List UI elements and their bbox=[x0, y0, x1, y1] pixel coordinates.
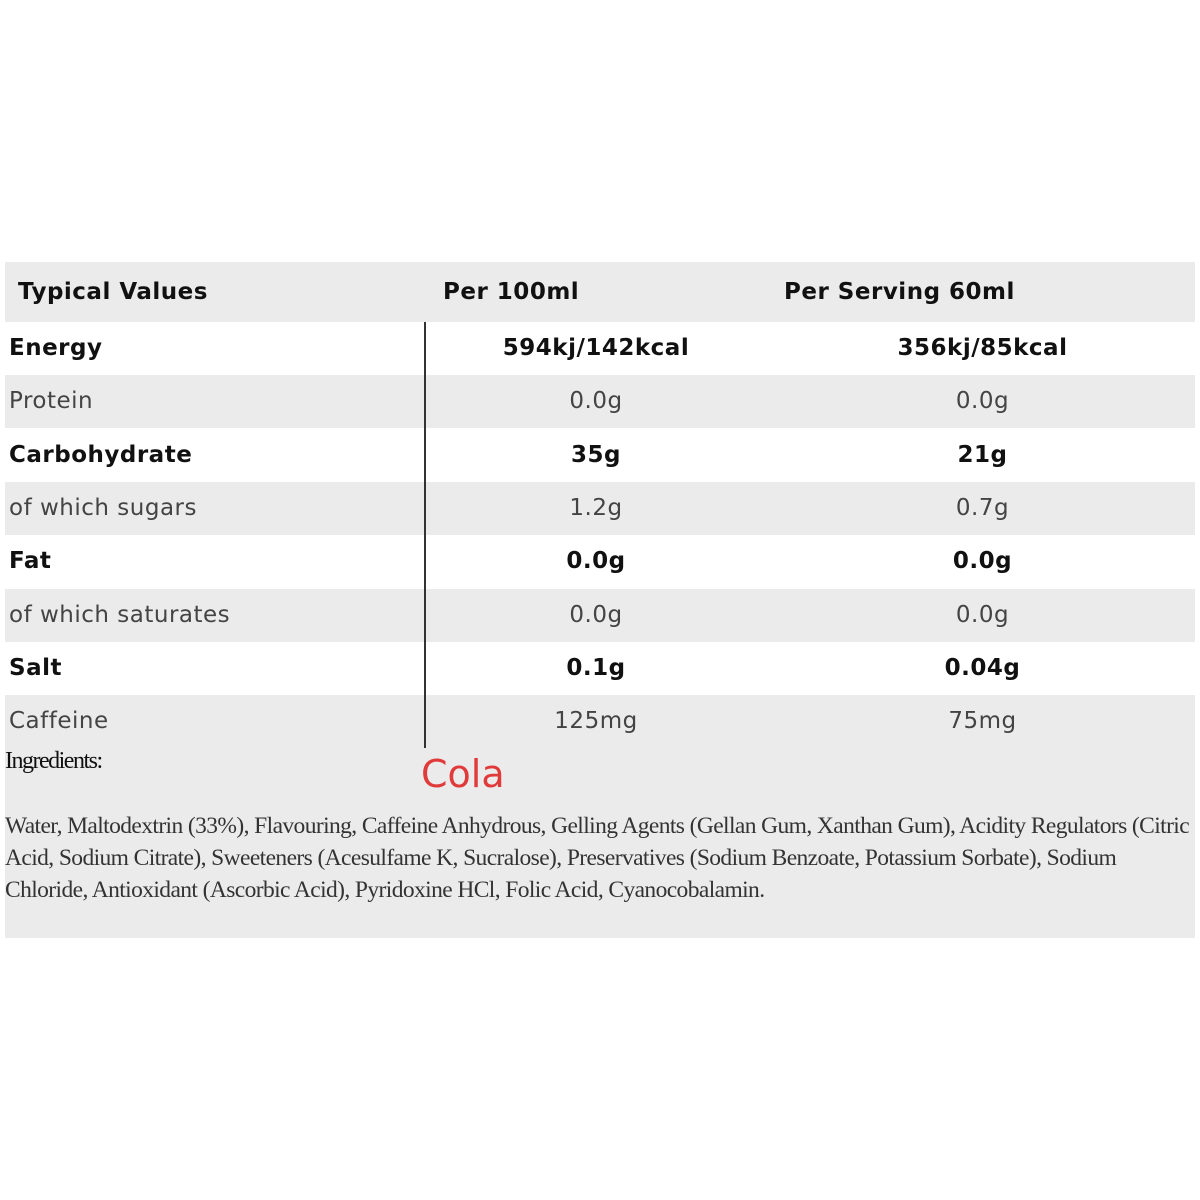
per-serving: 0.04g bbox=[944, 654, 1021, 681]
row-label: Protein bbox=[9, 388, 94, 415]
table-row: Protein 0.0g 0.0g bbox=[5, 375, 1195, 429]
row-label: Salt bbox=[9, 654, 62, 681]
per-serving: 0.0g bbox=[952, 548, 1013, 575]
ingredients-text: Water, Maltodextrin (33%), Flavouring, C… bbox=[5, 813, 1190, 903]
row-label: Fat bbox=[9, 548, 52, 575]
per-serving: 356kj/85kcal bbox=[897, 335, 1068, 361]
table-row: Carbohydrate 35g 21g bbox=[5, 429, 1195, 482]
table-row: of which sugars 1.2g 0.7g bbox=[5, 481, 1195, 535]
table-row: of which saturates 0.0g 0.0g bbox=[5, 588, 1195, 642]
table-row: Salt 0.1g 0.04g bbox=[5, 642, 1195, 695]
per-serving: 0.7g bbox=[955, 494, 1010, 521]
per-serving: 21g bbox=[957, 441, 1008, 468]
row-label: Carbohydrate bbox=[9, 441, 193, 468]
per-100ml: 35g bbox=[571, 441, 621, 468]
row-label: of which saturates bbox=[9, 601, 231, 628]
flavour-label: Cola bbox=[421, 752, 505, 796]
table-row: Caffeine 125mg 75mg bbox=[5, 695, 1195, 749]
row-label: of which sugars bbox=[9, 494, 197, 521]
per-100ml: 0.0g bbox=[569, 601, 623, 628]
per-100ml: 125mg bbox=[554, 708, 638, 735]
per-100ml: 594kj/142kcal bbox=[502, 335, 690, 361]
header-cell: Per 100ml bbox=[443, 279, 580, 305]
ingredients-heading: Ingredients: bbox=[5, 748, 103, 774]
per-100ml: 0.0g bbox=[569, 388, 623, 415]
ingredients-panel: Ingredients: Cola Water, Maltodextrin (3… bbox=[5, 748, 1195, 938]
header-row: Typical Values Per 100ml Per Serving 60m… bbox=[5, 262, 1195, 322]
column-divider bbox=[424, 322, 426, 748]
per-serving: 0.0g bbox=[955, 601, 1010, 628]
table-row: Energy 594kj/142kcal 356kj/85kcal bbox=[5, 322, 1195, 375]
per-100ml: 0.1g bbox=[566, 654, 626, 681]
row-label: Caffeine bbox=[9, 708, 109, 735]
table-row: Fat 0.0g 0.0g bbox=[5, 535, 1195, 588]
per-100ml: 1.2g bbox=[569, 494, 623, 521]
row-label: Energy bbox=[9, 335, 103, 361]
header-cell: Typical Values bbox=[18, 279, 208, 305]
per-100ml: 0.0g bbox=[566, 548, 626, 575]
per-serving: 75mg bbox=[948, 708, 1017, 735]
header-cell: Per Serving 60ml bbox=[784, 279, 1015, 305]
per-serving: 0.0g bbox=[955, 388, 1010, 415]
